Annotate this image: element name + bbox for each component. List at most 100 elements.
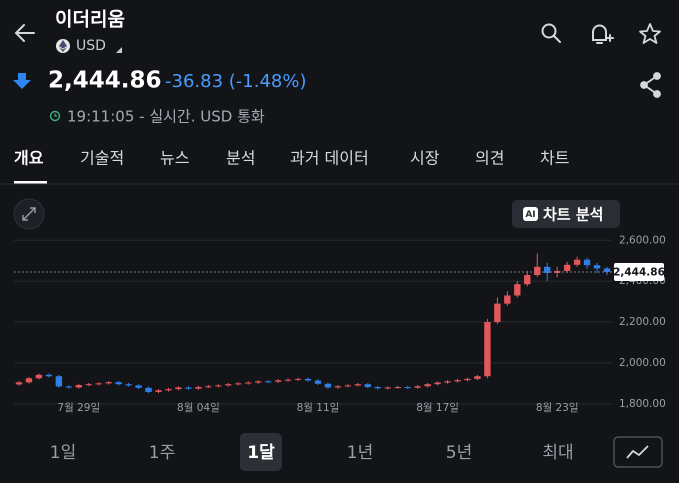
dropdown-caret [116, 47, 122, 53]
candle-body [414, 386, 421, 388]
y-tick-label: 2,000.00 [619, 357, 666, 369]
candle-body [15, 382, 23, 385]
watchlist-star[interactable] [639, 23, 661, 44]
candle-body [105, 382, 112, 384]
candle-body [553, 270, 561, 273]
currency-selector[interactable]: USD [56, 38, 122, 54]
tab[interactable]: 기술적 [80, 149, 124, 168]
ai-chart-analysis-button[interactable]: AI 차트 분석 [512, 200, 620, 228]
candle-body [274, 380, 282, 382]
y-tick-label: 2,600.00 [619, 234, 666, 246]
candle-body [484, 322, 491, 377]
candle-body [464, 378, 471, 381]
candle-body [254, 381, 262, 383]
range-option[interactable]: 1주 [149, 443, 175, 463]
back-button[interactable] [14, 24, 35, 42]
range-option[interactable]: 1일 [50, 443, 76, 463]
active-tab-underline [14, 181, 47, 184]
candle-body [304, 378, 312, 381]
candle-body [115, 382, 122, 385]
tab[interactable]: 뉴스 [160, 149, 189, 168]
candle-body [185, 387, 192, 389]
candle-body [344, 385, 352, 387]
candle-body [314, 380, 322, 384]
search-button[interactable] [541, 23, 561, 43]
candle-body [364, 384, 372, 388]
tab[interactable]: 과거 데이터 [290, 149, 369, 168]
back-arrow [14, 24, 35, 42]
candle-body [264, 381, 272, 383]
bell-icon [592, 24, 607, 44]
candle-body [195, 387, 202, 389]
candle-body [454, 380, 461, 382]
price: 2,444.86 [48, 68, 162, 94]
candle-body [75, 385, 82, 388]
price-chart: 1,800.002,000.002,200.002,400.002,600.00… [14, 234, 666, 414]
ai-button-label: 차트 분석 [543, 206, 603, 224]
fullscreen-icon [22, 207, 36, 221]
candle-body [55, 376, 63, 387]
x-tick-label: 8월 04일 [177, 401, 220, 414]
candle-body [534, 266, 541, 276]
search-handle [553, 35, 561, 43]
status-text: 19:11:05 - 실시간. USD 통화 [67, 108, 265, 126]
candle-body [125, 384, 132, 386]
candle-body [394, 387, 401, 389]
chart-type-button[interactable] [613, 436, 663, 468]
current-price-tag: 2,444.86 [613, 266, 665, 278]
y-tick-label: 1,800.00 [619, 398, 666, 410]
candle-body [444, 381, 451, 383]
candle-body [165, 389, 172, 391]
current-price-tag-bg [614, 262, 664, 281]
range-option[interactable]: 1년 [347, 443, 373, 463]
down-arrow-icon [13, 73, 31, 89]
candle-body [65, 386, 73, 388]
candle-body [35, 374, 43, 379]
button-bg [512, 200, 620, 228]
candle-body [324, 383, 332, 388]
candle-body [145, 387, 152, 392]
candle-body [494, 303, 501, 323]
range-option[interactable]: 최대 [542, 443, 573, 463]
candle-body [544, 266, 551, 273]
range-option[interactable]: 5년 [446, 443, 472, 463]
tab[interactable]: 시장 [410, 149, 440, 168]
candle-body [284, 379, 292, 381]
selected-range-bg [240, 433, 282, 471]
candle-body [603, 268, 611, 272]
candle-body [563, 264, 571, 271]
tab[interactable]: 의견 [475, 149, 504, 168]
x-tick-label: 8월 17일 [416, 401, 459, 414]
currency-label: USD [76, 38, 106, 54]
candle-body [85, 384, 92, 386]
share-lines [642, 75, 658, 95]
tab[interactable]: 분석 [226, 149, 255, 168]
candle-body [25, 378, 33, 383]
candle-body [434, 382, 441, 385]
range-option[interactable]: 1달 [247, 442, 275, 463]
candle-body [95, 383, 102, 385]
candle-body [354, 384, 362, 386]
x-tick-label: 8월 23일 [536, 401, 579, 414]
candle-body [135, 385, 142, 388]
alert-button[interactable] [592, 24, 614, 44]
candle-body [205, 386, 212, 388]
tab[interactable]: 개요 [14, 149, 44, 168]
candle-body [474, 376, 481, 379]
chart-type-border [613, 436, 663, 468]
candle-body [424, 384, 431, 387]
candle-body [215, 385, 222, 387]
tab[interactable]: 차트 [540, 149, 569, 168]
candle-body [384, 387, 391, 389]
candle-body [524, 275, 531, 285]
search-icon [541, 23, 557, 39]
candle-body [514, 284, 521, 296]
candle-body [573, 259, 581, 265]
candle-body [374, 387, 381, 389]
eth-glyph [59, 40, 67, 52]
fullscreen-button[interactable] [13, 198, 45, 230]
share-button[interactable] [640, 72, 661, 98]
candle-body [334, 386, 342, 388]
